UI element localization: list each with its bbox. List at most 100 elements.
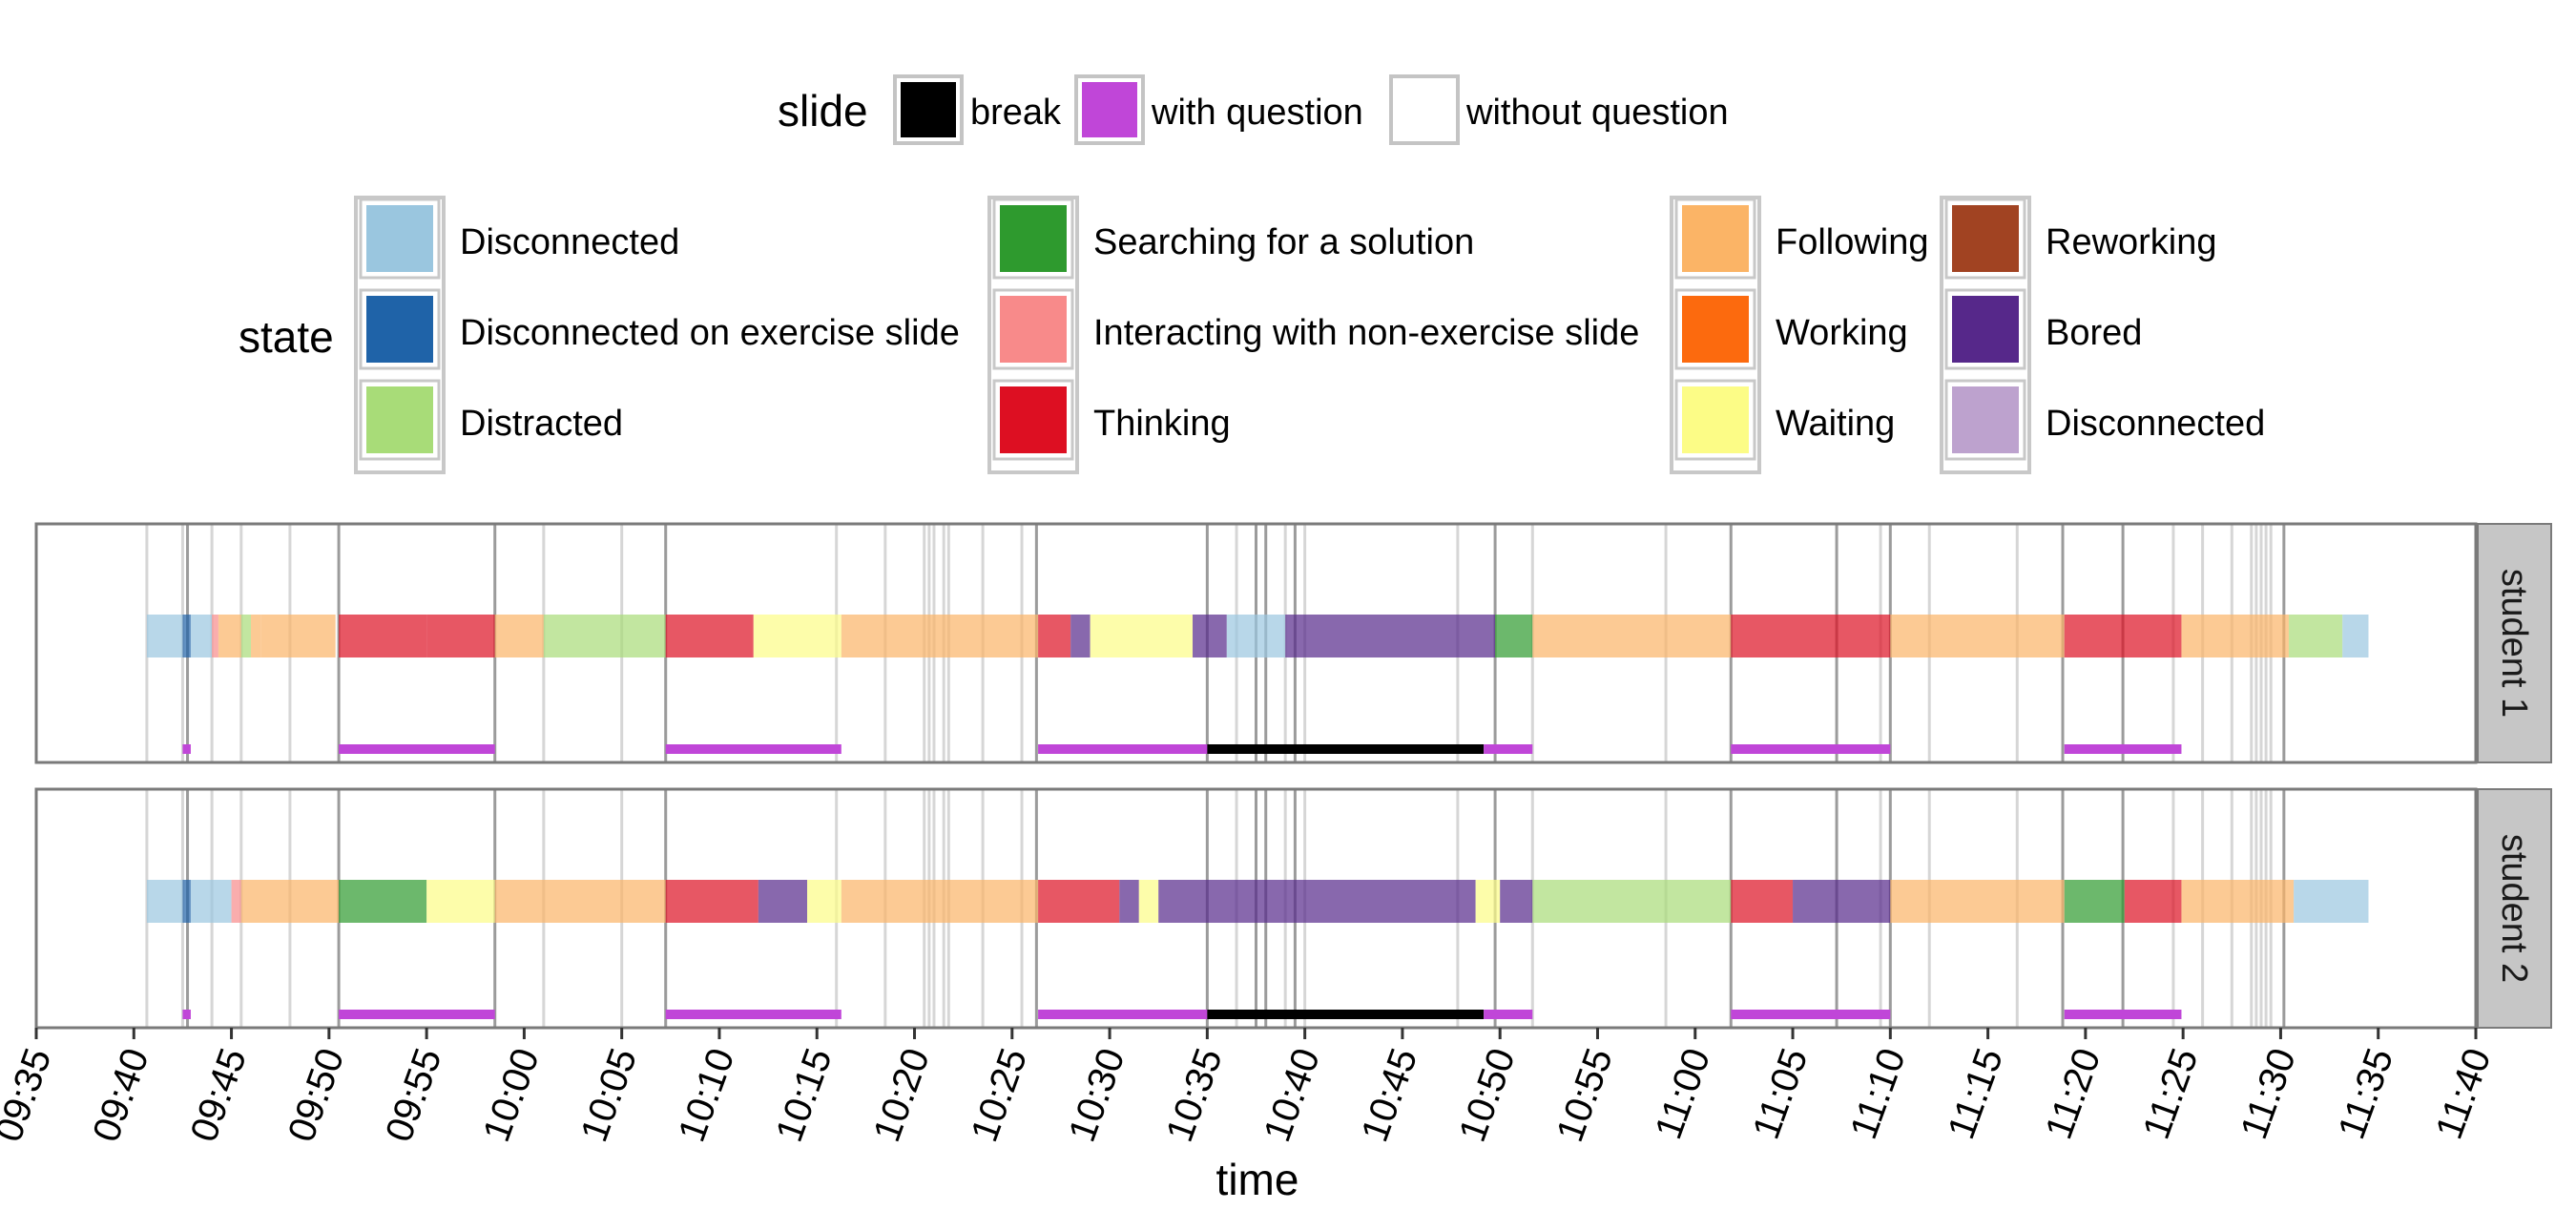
legend-state-label: Bored <box>2046 313 2142 353</box>
x-tick-label: 10:30 <box>1061 1043 1133 1147</box>
state-segment <box>494 615 544 657</box>
slide-bar <box>2064 1010 2182 1019</box>
state-segment <box>665 880 758 923</box>
legend-state-label: Disconnected on exercise slide <box>460 313 960 353</box>
slide-bar <box>339 1010 495 1019</box>
state-segment <box>1038 880 1120 923</box>
legend-state-label: Following <box>1776 222 1929 262</box>
slide-bar <box>665 744 841 754</box>
facet-strip-label: student 2 <box>2494 834 2534 983</box>
slide-bar <box>1207 1010 1485 1019</box>
state-segment <box>1038 615 1071 657</box>
legend-state-swatch <box>1952 386 2019 453</box>
legend-slide-swatch <box>901 82 956 137</box>
legend-state-swatch <box>1000 386 1067 453</box>
state-segment <box>841 880 1039 923</box>
x-tick-label: 10:05 <box>573 1043 646 1147</box>
x-tick-label: 11:30 <box>2233 1043 2304 1144</box>
slide-bar <box>1484 1010 1533 1019</box>
legend-slide-swatch <box>1082 82 1137 137</box>
slide-bar <box>1484 744 1533 754</box>
x-tick-label: 11:40 <box>2428 1043 2500 1144</box>
state-segment <box>2181 615 2289 657</box>
state-segment <box>1890 880 2065 923</box>
legend-slide: slide break with question without question <box>778 74 1729 145</box>
state-segment <box>758 880 808 923</box>
legend-state-swatch <box>1952 296 2019 363</box>
state-segment <box>190 880 232 923</box>
state-segment <box>339 615 427 657</box>
state-segment <box>1890 615 2065 657</box>
legend-state-label: Disconnected <box>460 222 679 262</box>
state-segment <box>1500 880 1533 923</box>
legend-state-swatch <box>1952 205 2019 272</box>
state-segment <box>665 615 754 657</box>
state-segment <box>1158 880 1476 923</box>
x-tick-label: 10:50 <box>1451 1043 1524 1147</box>
x-tick-label: 11:00 <box>1648 1043 1719 1144</box>
x-tick-label: 10:20 <box>865 1043 938 1147</box>
legend-state-label: Distracted <box>460 404 623 444</box>
state-segment <box>1193 615 1227 657</box>
state-segment <box>260 615 336 657</box>
legend-state-swatch <box>1682 296 1749 363</box>
slide-bar <box>1038 744 1208 754</box>
facet-strip <box>2477 788 2552 1029</box>
state-segment <box>2124 880 2182 923</box>
panel-1: student 1 <box>34 522 2552 764</box>
slide-bar <box>1207 744 1485 754</box>
legend-state-label: Waiting <box>1776 404 1895 444</box>
legend-state-label: Disconnected <box>2046 404 2265 444</box>
x-tick-label: 11:05 <box>1745 1043 1817 1144</box>
state-segment <box>426 880 495 923</box>
x-tick-label: 10:55 <box>1548 1043 1621 1147</box>
legend-slide-title: slide <box>778 86 868 136</box>
state-segment <box>146 615 183 657</box>
legend-slide-label: with question <box>1151 93 1363 133</box>
legend-slide-swatch <box>1397 82 1452 137</box>
x-tick-label: 09:40 <box>85 1043 157 1147</box>
legend-state-swatch <box>1000 296 1067 363</box>
x-tick-label: 10:35 <box>1158 1043 1231 1147</box>
state-segment <box>240 880 340 923</box>
state-segment <box>1532 615 1732 657</box>
state-segment <box>182 615 191 657</box>
panel-2: student 2 <box>34 787 2552 1030</box>
facet-panels: student 1 student 2 <box>34 522 2552 1030</box>
state-segment <box>2064 615 2182 657</box>
state-segment <box>1119 880 1139 923</box>
state-segment <box>2342 615 2369 657</box>
state-segment <box>1532 880 1732 923</box>
state-segment <box>2064 880 2125 923</box>
slide-bar <box>665 1010 841 1019</box>
legend-state-swatch <box>1000 205 1067 272</box>
legend-state-swatch <box>1682 386 1749 453</box>
state-segment <box>841 615 1039 657</box>
panel-border <box>34 522 2478 764</box>
legend-slide-label: without question <box>1465 93 1729 133</box>
state-segment <box>2294 880 2369 923</box>
legend-state-label: Working <box>1776 313 1908 353</box>
legend-state-label: Reworking <box>2046 222 2217 262</box>
state-segment <box>426 615 495 657</box>
state-segment <box>1475 880 1501 923</box>
x-tick-label: 11:25 <box>2135 1043 2207 1144</box>
legend-state: state Disconnected Disconnected on exercis… <box>239 196 2265 474</box>
state-segment <box>146 880 183 923</box>
slide-bar <box>1731 1010 1891 1019</box>
x-tick-label: 09:45 <box>182 1043 255 1147</box>
state-segment <box>1731 615 1891 657</box>
state-segment <box>2181 880 2295 923</box>
legend-state-swatch <box>366 296 433 363</box>
x-tick-label: 09:35 <box>0 1043 59 1147</box>
x-tick-label: 10:15 <box>768 1043 841 1147</box>
x-tick-label: 10:00 <box>475 1043 548 1147</box>
state-segment <box>1731 880 1794 923</box>
x-tick-label: 09:55 <box>378 1043 450 1147</box>
facet-strip-label: student 1 <box>2494 569 2534 718</box>
state-segment <box>807 880 841 923</box>
legend-state-title: state <box>239 312 334 362</box>
state-segment <box>182 880 191 923</box>
state-segment <box>1226 615 1286 657</box>
